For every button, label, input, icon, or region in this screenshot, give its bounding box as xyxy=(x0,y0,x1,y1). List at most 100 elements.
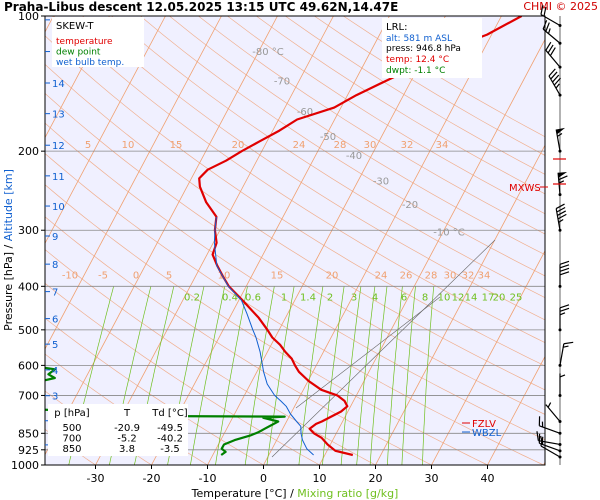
isotherm-label: 10 xyxy=(218,270,231,281)
wind-barb-station xyxy=(558,228,562,232)
pressure-tick-label: 400 xyxy=(18,280,39,293)
wind-barb-feather xyxy=(540,5,544,15)
summary-table-cell: 700 xyxy=(62,434,81,445)
wind-barb-feather xyxy=(559,267,570,272)
isotherm-label: 30 xyxy=(364,140,377,151)
wind-barb xyxy=(558,341,574,367)
legend-item: wet bulb temp. xyxy=(56,58,124,68)
lrl-temp: temp: 12.4 °C xyxy=(386,55,449,65)
summary-table-cell: 850 xyxy=(62,444,81,455)
dry-adiabat xyxy=(45,63,545,391)
mixing-ratio-label: 17 xyxy=(482,292,495,303)
isotherm-label: 5 xyxy=(166,270,172,281)
wind-barb-pennant xyxy=(558,171,568,178)
wind-barb-feather xyxy=(536,431,539,441)
summary-table-cell: -40.2 xyxy=(157,434,183,445)
wind-barb-feather xyxy=(556,206,566,213)
wind-barb-station xyxy=(558,284,562,288)
pressure-tick-label: 100 xyxy=(18,10,39,23)
wind-barb-station xyxy=(558,149,562,153)
wind-barb-half xyxy=(557,133,563,137)
isotherm xyxy=(543,461,545,465)
altitude-tick-label: 13 xyxy=(52,110,65,121)
wind-barb xyxy=(536,431,562,446)
isotherm-label: 28 xyxy=(334,140,347,151)
wind-barb xyxy=(558,260,570,288)
plot-frame xyxy=(44,15,546,466)
wind-barb-feather xyxy=(557,213,567,220)
isotherm-label: 24 xyxy=(293,140,306,151)
pressure-tick-label: 700 xyxy=(18,389,39,402)
isotherm-label: 26 xyxy=(400,270,413,281)
isotherm-label: 34 xyxy=(478,270,491,281)
altitude-tick-label: 7 xyxy=(52,288,58,299)
pressure-tick-label: 925 xyxy=(18,444,39,457)
wind-barb-half xyxy=(559,312,566,316)
pressure-tick-label: 500 xyxy=(18,324,39,337)
legend-box xyxy=(52,17,144,67)
wind-barb-station xyxy=(558,393,562,397)
pressure-tick-label: 850 xyxy=(18,427,39,440)
wind-barb-staff xyxy=(538,440,561,446)
temperature-tick-label: 20 xyxy=(369,472,383,485)
y-axis-label-alt: Altitude [km] xyxy=(2,169,15,241)
isotherm xyxy=(45,16,110,139)
altitude-tick-label: 10 xyxy=(52,202,65,213)
x-axis-label-temp: Temperature [°C] xyxy=(191,487,287,500)
mixing-ratio-label: 2 xyxy=(327,292,333,303)
marker-mxws: MXWS xyxy=(509,183,541,194)
wind-barb-half xyxy=(559,374,566,378)
isotherm xyxy=(151,16,390,465)
chart-title: Praha-Libus descent 12.05.2025 13:15 UTC… xyxy=(4,0,399,14)
wind-barb-feather xyxy=(555,203,565,210)
lrl-dwpt: dwpt: -1.1 °C xyxy=(386,66,445,76)
marker-fzlv: FZLV xyxy=(472,419,496,430)
wind-barb xyxy=(555,127,566,153)
series-wet-bulb-temp- xyxy=(213,216,314,456)
wind-barb-half xyxy=(547,402,552,408)
wind-barb-station xyxy=(558,93,562,97)
wind-barb xyxy=(538,416,562,435)
isotherm-label: 32 xyxy=(462,270,475,281)
isotherm-label: 24 xyxy=(375,270,388,281)
isotherm xyxy=(263,16,502,465)
isotherm-skew-label: -70 xyxy=(274,76,290,87)
wind-barb-staff xyxy=(539,442,561,452)
wind-barb-feather xyxy=(545,41,552,51)
wind-barb-feather xyxy=(559,304,570,309)
temperature-tick-label: 0 xyxy=(260,472,267,485)
summary-table-cell: -49.5 xyxy=(157,423,183,434)
dry-adiabat xyxy=(227,16,545,215)
wind-barb xyxy=(540,5,562,28)
pressure-tick-label: 600 xyxy=(18,359,39,372)
wind-barb-staff xyxy=(540,445,561,458)
summary-table-cell: -20.9 xyxy=(114,423,140,434)
dry-adiabat xyxy=(111,16,545,298)
lrl-background xyxy=(382,18,482,78)
wind-barb xyxy=(545,402,562,423)
wind-barb-half xyxy=(555,83,560,89)
summary-table-header: p [hPa] xyxy=(54,408,89,419)
x-axis-label-mr: Mixing ratio [g/kg] xyxy=(297,487,398,500)
altitude-tick-label: 5 xyxy=(52,340,58,351)
wind-barb-feather xyxy=(559,264,570,269)
wind-barb-feather xyxy=(563,341,574,345)
series-dew-point xyxy=(45,366,286,456)
mixing-ratio-label: 1 xyxy=(281,292,287,303)
isotherm-label: 5 xyxy=(85,140,91,151)
summary-table-header: Td [°C] xyxy=(151,408,188,419)
wind-barb-staff xyxy=(545,404,561,422)
wind-barb-station xyxy=(558,442,562,446)
wind-barb-half xyxy=(540,435,543,442)
y-axis-label-sep: / xyxy=(2,241,15,252)
mixing-ratio-label: 0.6 xyxy=(245,292,261,303)
mixing-ratio-label: 6 xyxy=(401,292,407,303)
wind-barb-station xyxy=(558,419,562,423)
isotherm-skew-label: -80 °C xyxy=(252,47,284,58)
wind-barb-feather xyxy=(559,307,570,312)
altitude-tick-label: 14 xyxy=(52,79,65,90)
isotherm-label: 20 xyxy=(326,270,339,281)
x-axis-label-sep: / xyxy=(287,487,298,500)
legend-item: temperature xyxy=(56,37,113,47)
